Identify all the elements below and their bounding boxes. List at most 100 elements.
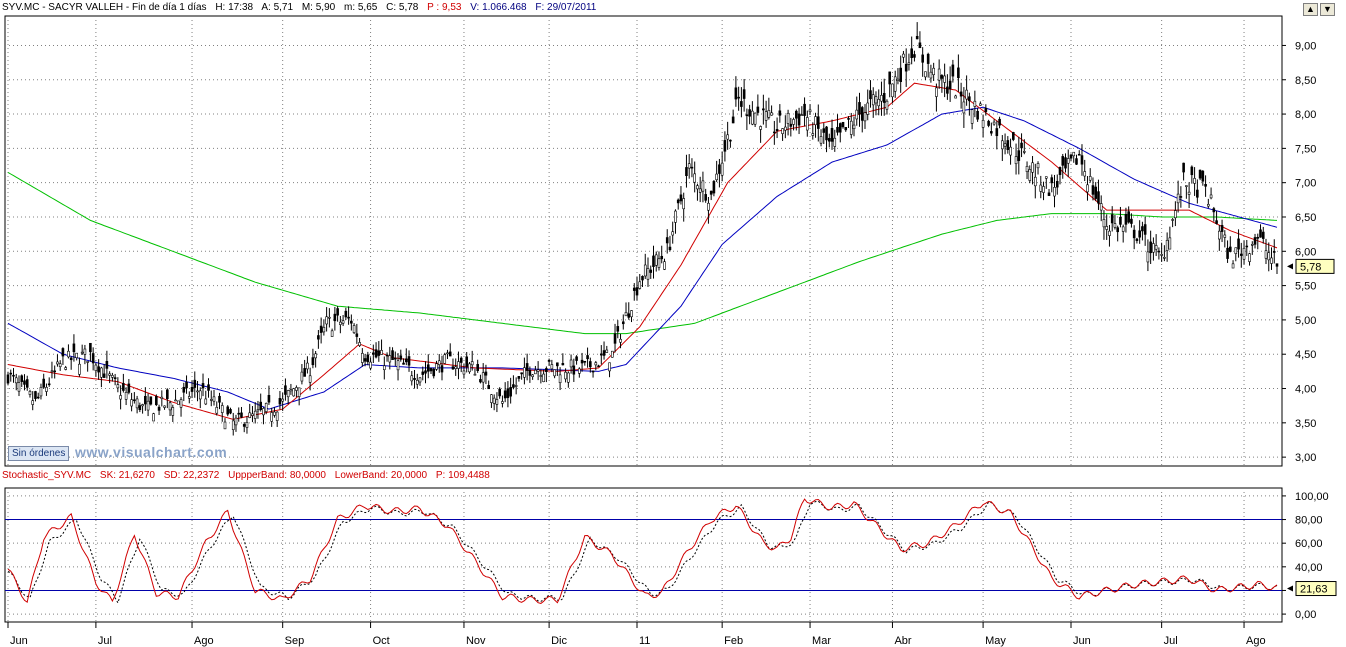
candle-body: [1223, 234, 1227, 238]
candle-body: [1204, 184, 1207, 187]
candle-body: [1132, 229, 1136, 239]
candle-body: [336, 308, 339, 316]
candle-body: [1149, 241, 1152, 254]
candle-body: [47, 383, 51, 386]
candle-body: [679, 194, 683, 202]
candle-body: [833, 137, 837, 147]
candle-body: [984, 107, 988, 112]
last-price-label: 5,78: [1300, 261, 1321, 273]
candle-body: [25, 379, 29, 388]
x-tick-label: Nov: [466, 635, 486, 647]
candle-body: [448, 351, 452, 357]
candle-body: [1025, 166, 1029, 172]
candle-body: [264, 403, 268, 412]
candle-body: [102, 373, 106, 378]
candle-body: [844, 127, 848, 131]
candle-body: [201, 383, 205, 389]
candle-body: [17, 382, 21, 392]
candle-body: [1130, 218, 1133, 224]
candle-body: [273, 411, 276, 416]
candle-body: [517, 376, 521, 379]
candle-body: [816, 116, 820, 129]
y-tick-label: 8,00: [1295, 109, 1316, 121]
candle-body: [803, 103, 806, 116]
candle-body: [248, 412, 252, 418]
y-tick-label: 4,00: [1295, 384, 1316, 396]
candle-body: [69, 357, 73, 361]
candle-body: [808, 109, 812, 113]
sma-short-line: [7, 82, 1278, 420]
candle-body: [399, 355, 403, 360]
candle-body: [682, 198, 686, 210]
candle-body: [1163, 257, 1166, 259]
candle-body: [289, 389, 293, 392]
candle-body: [885, 100, 889, 110]
candle-body: [86, 361, 89, 363]
candle-body: [1207, 204, 1210, 207]
candle-body: [874, 96, 878, 104]
candle-body: [561, 363, 565, 366]
candle-body: [1253, 237, 1257, 245]
candle-body: [404, 358, 408, 363]
y-tick-label: 3,50: [1295, 418, 1316, 430]
candle-body: [1058, 167, 1062, 175]
candle-body: [1053, 187, 1056, 197]
candle-body: [437, 360, 441, 365]
candle-body: [778, 110, 782, 116]
candle-body: [643, 264, 647, 277]
candle-body: [1094, 186, 1098, 199]
candle-body: [674, 210, 677, 223]
candle-body: [852, 124, 856, 130]
candle-body: [1028, 169, 1032, 181]
candle-body: [959, 91, 963, 97]
candle-body: [514, 385, 518, 387]
candle-body: [259, 401, 263, 410]
candle-body: [429, 368, 433, 372]
candle-body: [149, 396, 153, 405]
candle-body: [12, 374, 15, 377]
candle-body: [1171, 219, 1174, 221]
candle-body: [492, 397, 496, 404]
candle-body: [176, 400, 180, 405]
candle-body: [599, 353, 603, 356]
last-price-box: [1295, 258, 1335, 274]
candle-body: [1105, 226, 1109, 230]
candle-body: [1168, 237, 1172, 250]
stoch-k-line: [7, 498, 1278, 604]
candle-body: [333, 313, 337, 322]
candle-body: [789, 123, 793, 127]
candle-body: [160, 396, 164, 399]
candle-body: [1064, 157, 1067, 169]
candle-body: [1267, 252, 1271, 261]
candle-body: [578, 368, 581, 374]
candle-body: [751, 110, 754, 125]
candle-body: [693, 173, 696, 183]
orders-button[interactable]: Sin órdenes: [8, 446, 70, 461]
candle-body: [185, 381, 188, 389]
x-tick-label: 11: [639, 635, 650, 647]
candle-body: [72, 343, 76, 353]
candle-body: [1116, 227, 1119, 233]
y-tick-label: 80,00: [1295, 515, 1323, 527]
price-header-volume: V: 1.066.468: [470, 2, 527, 13]
candle-body: [811, 133, 815, 136]
y-tick-label: 3,00: [1295, 452, 1316, 464]
candle-body: [586, 355, 589, 360]
candle-body: [328, 316, 331, 319]
x-tick-label: Jul: [1164, 635, 1178, 647]
candle-body: [479, 379, 482, 383]
candle-body: [141, 404, 144, 407]
price-panel[interactable]: SYV.MC - SACYR VALLEH - Fin de día 1 día…: [0, 0, 1346, 468]
scroll-up-button[interactable]: ▲: [1303, 3, 1318, 16]
candle-body: [1174, 210, 1177, 219]
candle-body: [525, 363, 529, 371]
candle-body: [363, 358, 367, 362]
candle-body: [347, 316, 350, 319]
scroll-down-button[interactable]: ▼: [1320, 3, 1335, 16]
candle-body: [91, 353, 95, 364]
candle-body: [1097, 191, 1100, 204]
candle-body: [1086, 184, 1089, 193]
candle-body: [701, 180, 705, 192]
stoch-panel[interactable]: Stochastic_SYV.MC SK: 21,6270 SD: 22,237…: [0, 468, 1346, 647]
candle-body: [1127, 211, 1130, 223]
